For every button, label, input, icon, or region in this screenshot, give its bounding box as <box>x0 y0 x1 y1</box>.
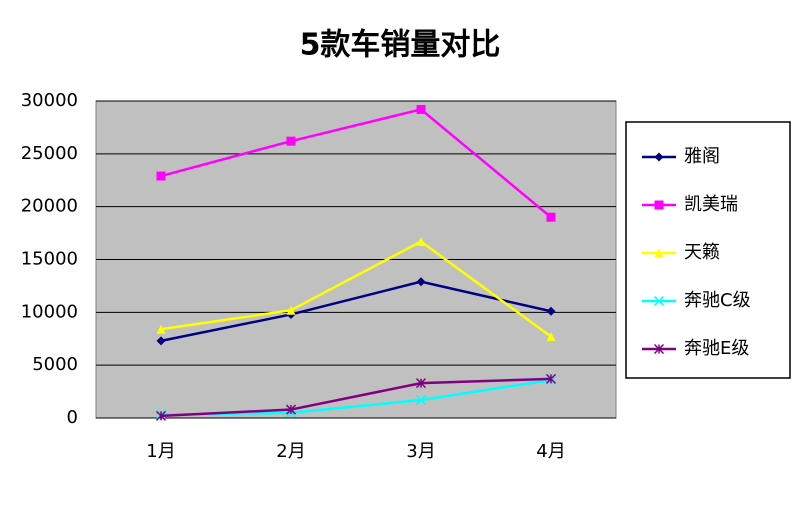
point <box>416 277 426 287</box>
point <box>416 237 426 247</box>
chart-title: 5款车销量对比 <box>300 28 501 63</box>
y-tick-label: 20000 <box>21 196 78 217</box>
y-tick-label: 10000 <box>21 301 78 322</box>
point <box>415 378 427 389</box>
x-tick-label: 1月 <box>146 441 175 462</box>
point <box>155 410 167 421</box>
x-tick-label: 4月 <box>536 441 565 462</box>
point <box>546 212 556 222</box>
point <box>286 136 296 146</box>
legend-marker <box>654 248 664 258</box>
point <box>156 171 166 181</box>
point <box>416 104 426 114</box>
legend-box <box>625 121 791 379</box>
x-tick-label: 3月 <box>406 441 435 462</box>
series-line <box>160 108 552 219</box>
legend-label: 天籁 <box>684 242 720 263</box>
x-tick-label: 2月 <box>276 441 305 462</box>
y-tick-label: 0 <box>67 407 78 428</box>
legend-marker <box>654 200 664 210</box>
legend-label: 奔驰E级 <box>684 338 749 359</box>
point <box>286 305 296 315</box>
point <box>156 324 166 334</box>
point <box>415 395 427 406</box>
y-tick-label: 5000 <box>32 354 78 375</box>
point <box>285 404 297 415</box>
legend-label: 雅阁 <box>684 146 720 167</box>
point <box>545 373 557 384</box>
y-tick-label: 15000 <box>21 249 78 270</box>
series-line <box>160 280 552 343</box>
point <box>546 306 556 316</box>
legend-label: 奔驰C级 <box>684 290 751 311</box>
legend-marker <box>653 343 665 355</box>
series-line <box>160 377 552 418</box>
y-tick-label: 30000 <box>21 90 78 111</box>
series-line <box>160 240 552 338</box>
point <box>546 332 556 342</box>
legend-label: 凯美瑞 <box>684 194 738 215</box>
point <box>156 336 166 346</box>
legend-marker <box>653 295 665 307</box>
legend-marker <box>654 152 664 162</box>
y-tick-label: 25000 <box>21 143 78 164</box>
